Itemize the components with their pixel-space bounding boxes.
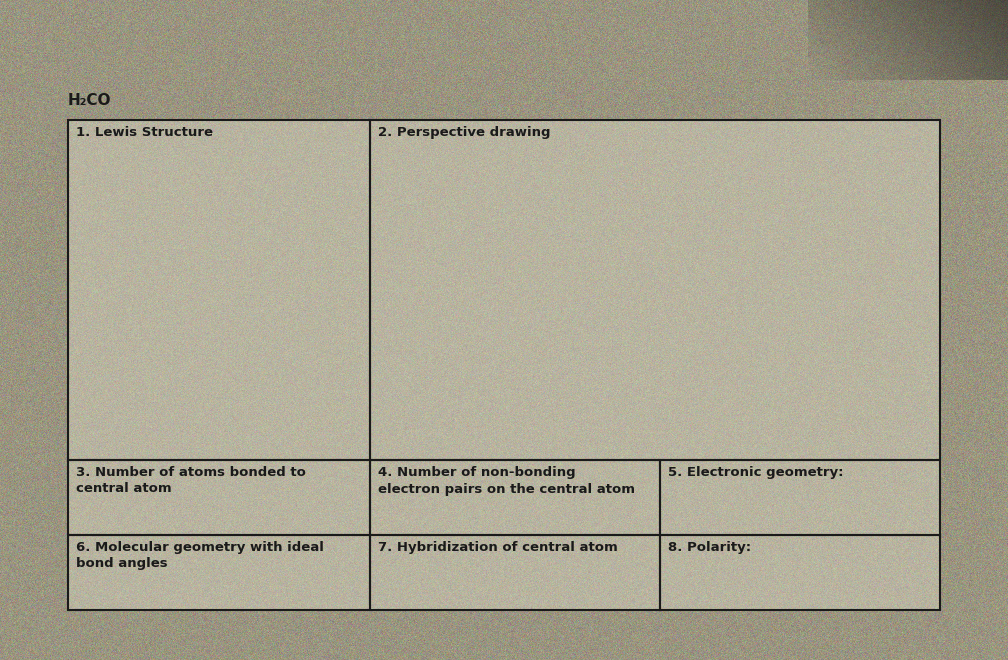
Text: 8. Polarity:: 8. Polarity: (668, 541, 751, 554)
Bar (68, 120, 370, 460)
Bar (660, 535, 940, 610)
Bar (370, 460, 660, 535)
Text: 2. Perspective drawing: 2. Perspective drawing (378, 126, 550, 139)
Bar (68, 535, 370, 610)
Bar (370, 535, 660, 610)
Text: 3. Number of atoms bonded to
central atom: 3. Number of atoms bonded to central ato… (76, 466, 305, 496)
Text: 6. Molecular geometry with ideal
bond angles: 6. Molecular geometry with ideal bond an… (76, 541, 324, 570)
Text: 7. Hybridization of central atom: 7. Hybridization of central atom (378, 541, 618, 554)
Text: 5. Electronic geometry:: 5. Electronic geometry: (668, 466, 844, 479)
Text: 4. Number of non-bonding
electron pairs on the central atom: 4. Number of non-bonding electron pairs … (378, 466, 635, 496)
Text: 1. Lewis Structure: 1. Lewis Structure (76, 126, 213, 139)
Bar (660, 460, 940, 535)
Text: H₂CO: H₂CO (68, 93, 112, 108)
Bar (370, 120, 940, 460)
Bar (68, 460, 370, 535)
